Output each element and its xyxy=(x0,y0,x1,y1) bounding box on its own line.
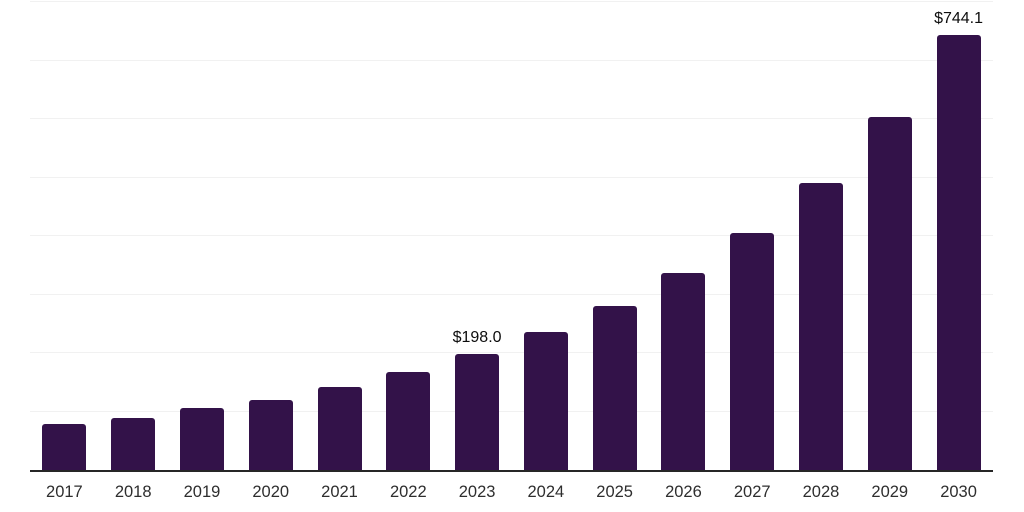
bar-column-2018 xyxy=(99,2,168,470)
bar-2029 xyxy=(867,117,912,470)
gridline-800 xyxy=(30,1,993,2)
bar-2023 xyxy=(455,354,500,470)
x-tick-label-2018: 2018 xyxy=(114,482,152,501)
bar-column-2024 xyxy=(511,2,580,470)
bar-2017 xyxy=(42,424,87,470)
bar-value-label-2023: $198.0 xyxy=(452,329,502,347)
bar-2020 xyxy=(248,399,293,470)
bar-value-label-2030: $744.1 xyxy=(934,9,984,27)
gridline-400 xyxy=(30,235,993,236)
bar-column-2020 xyxy=(236,2,305,470)
gridline-500 xyxy=(30,176,993,178)
plot-area: $198.0 $744.1 xyxy=(30,1,993,472)
x-tick-label-2024: 2024 xyxy=(527,482,565,501)
x-tick-label-2017: 2017 xyxy=(46,482,83,501)
bar-column-2023: $198.0 xyxy=(443,2,512,470)
bar-2027 xyxy=(730,233,775,470)
x-tick-label-2021: 2021 xyxy=(321,482,358,501)
gridline-200 xyxy=(30,352,993,353)
gridline-300 xyxy=(30,293,993,295)
bar-2018 xyxy=(111,417,156,470)
x-tick-label-2019: 2019 xyxy=(183,482,221,501)
bar-column-2017 xyxy=(30,2,99,470)
gridline-600 xyxy=(30,118,993,119)
bar-column-2030: $744.1 xyxy=(924,2,993,470)
gridline-700 xyxy=(30,59,993,61)
x-tick-label-2029: 2029 xyxy=(871,482,909,501)
x-tick-label-2030: 2030 xyxy=(940,482,977,501)
bar-2026 xyxy=(661,273,706,470)
bar-2021 xyxy=(317,387,362,470)
x-tick-label-2023: 2023 xyxy=(458,482,496,501)
bar-column-2022 xyxy=(374,2,443,470)
bar-series: $198.0 $744.1 xyxy=(30,2,993,470)
bar-column-2025 xyxy=(580,2,649,470)
bar-column-2021 xyxy=(305,2,374,470)
bar-2024 xyxy=(523,332,568,470)
bar-2028 xyxy=(798,183,843,470)
bar-column-2019 xyxy=(168,2,237,470)
bar-column-2029 xyxy=(855,2,924,470)
bar-2019 xyxy=(179,408,224,470)
bar-2022 xyxy=(386,372,431,470)
bar-column-2028 xyxy=(787,2,856,470)
x-tick-label-2022: 2022 xyxy=(389,482,427,501)
x-tick-label-2025: 2025 xyxy=(596,482,633,501)
x-axis: 2017 2018 2019 2020 2021 2022 2023 2024 2025 2026… xyxy=(30,472,993,512)
x-tick-label-2028: 2028 xyxy=(802,482,840,501)
gridline-100 xyxy=(30,410,993,412)
bar-column-2027 xyxy=(718,2,787,470)
bar-2025 xyxy=(592,306,637,470)
x-tick-label-2026: 2026 xyxy=(665,482,702,501)
bar-column-2026 xyxy=(649,2,718,470)
bar-2030 xyxy=(936,34,981,470)
x-tick-label-2027: 2027 xyxy=(733,482,771,501)
x-tick-label-2020: 2020 xyxy=(252,482,290,501)
